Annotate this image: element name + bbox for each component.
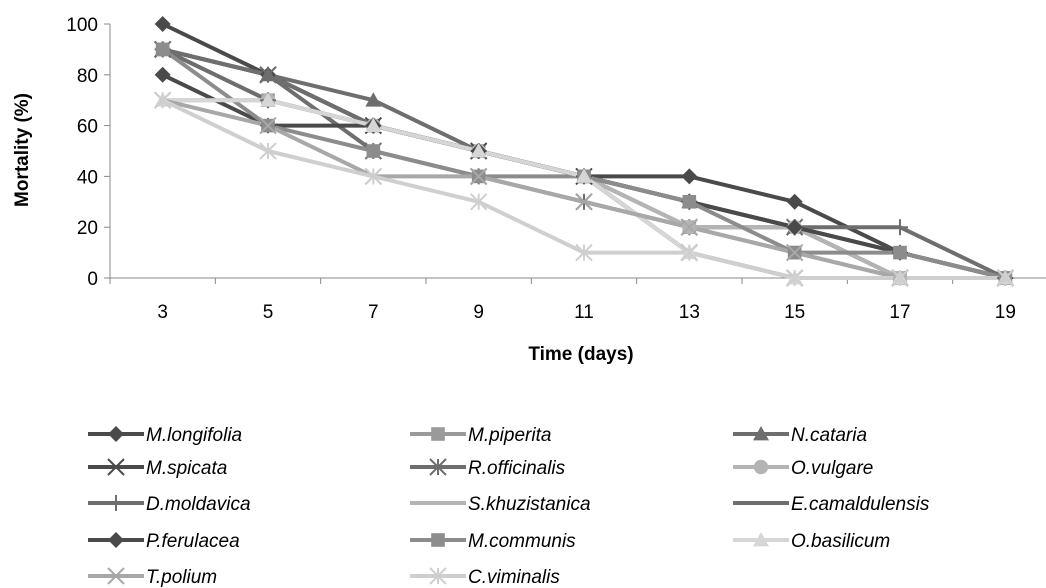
data-point xyxy=(893,245,907,260)
series-line xyxy=(161,22,1006,280)
y-tick-label: 60 xyxy=(77,117,98,138)
legend-marker xyxy=(753,459,769,475)
legend-marker xyxy=(431,533,445,547)
legend-item: T.polium xyxy=(88,567,217,588)
series-lines xyxy=(161,22,1007,280)
data-point xyxy=(892,219,908,236)
x-tick-label: 3 xyxy=(157,302,168,323)
data-point xyxy=(259,66,277,84)
data-point xyxy=(260,92,276,107)
data-point xyxy=(891,269,909,287)
legend-item: R.officinalis xyxy=(410,458,566,479)
legend-label: R.officinalis xyxy=(468,458,566,479)
y-tick-label: 0 xyxy=(87,269,98,290)
legend-marker xyxy=(108,532,124,548)
x-tick-label: 7 xyxy=(368,302,379,323)
legend-label: E.camaldulensis xyxy=(791,494,930,515)
legend-label: O.basilicum xyxy=(791,531,890,552)
y-tick-label: 80 xyxy=(77,66,98,87)
x-tick-label: 13 xyxy=(679,302,700,323)
legend-item: O.basilicum xyxy=(733,531,890,552)
data-point xyxy=(680,218,699,236)
y-tick-label: 20 xyxy=(77,218,98,239)
data-point xyxy=(996,269,1015,287)
legend-marker xyxy=(753,426,769,441)
legend-item: E.camaldulensis xyxy=(733,494,930,515)
data-point xyxy=(364,167,383,186)
legend-item: S.khuzistanica xyxy=(410,494,591,515)
data-point xyxy=(682,195,697,209)
legend-label: S.khuzistanica xyxy=(468,494,591,515)
legend-marker xyxy=(429,567,447,585)
legend-item: D.moldavica xyxy=(88,494,251,515)
x-tick-label: 19 xyxy=(995,302,1016,323)
data-point xyxy=(469,167,488,186)
legend-marker xyxy=(108,495,124,511)
legend-label: M.spicata xyxy=(146,458,227,479)
legend-marker xyxy=(108,426,124,442)
axes: 0 20 40 60 80 100 3 5 7 9 11 13 15 17 19 xyxy=(66,15,1046,323)
legend-item: M.piperita xyxy=(410,425,551,446)
x-tick-label: 17 xyxy=(889,302,910,323)
data-point xyxy=(365,92,382,107)
legend-label: O.vulgare xyxy=(791,458,873,479)
legend-marker xyxy=(753,532,769,547)
data-point xyxy=(259,142,277,160)
legend-item: P.ferulacea xyxy=(88,531,240,552)
legend-label: M.longifolia xyxy=(146,425,242,446)
data-point xyxy=(154,66,171,83)
legend: M.longifolia M.piperita N.cataria M.spicata… xyxy=(88,425,930,588)
legend-item: M.spicata xyxy=(88,458,227,479)
legend-item: M.communis xyxy=(410,531,576,552)
legend-item: C.viminalis xyxy=(410,567,560,588)
legend-item: N.cataria xyxy=(733,425,867,446)
data-point xyxy=(470,143,487,158)
data-point xyxy=(785,269,804,287)
data-point xyxy=(575,193,593,211)
legend-marker xyxy=(431,427,445,441)
legend-marker xyxy=(429,458,447,476)
x-axis-title: Time (days) xyxy=(528,344,633,365)
data-point xyxy=(575,243,593,262)
legend-label: M.piperita xyxy=(468,425,551,446)
data-point xyxy=(155,42,170,57)
y-axis-title: Mortality (%) xyxy=(12,93,33,207)
data-point xyxy=(153,91,172,109)
x-tick-label: 15 xyxy=(784,302,805,323)
data-point xyxy=(786,219,803,236)
x-tick-label: 5 xyxy=(263,302,274,323)
legend-marker xyxy=(107,567,125,585)
series-markers xyxy=(153,16,1015,287)
y-tick-label: 40 xyxy=(77,167,98,188)
legend-label: D.moldavica xyxy=(146,494,251,515)
data-point xyxy=(469,193,488,211)
legend-item: M.longifolia xyxy=(88,425,242,446)
data-point xyxy=(576,168,592,183)
x-tick-label: 11 xyxy=(574,302,594,323)
data-point xyxy=(154,16,171,32)
data-point xyxy=(365,117,382,132)
data-point xyxy=(786,193,803,210)
data-point xyxy=(259,116,277,135)
legend-label: C.viminalis xyxy=(468,567,560,588)
legend-label: M.communis xyxy=(468,531,576,552)
legend-marker xyxy=(107,458,125,476)
data-point xyxy=(680,243,699,262)
legend-item: O.vulgare xyxy=(733,458,873,479)
legend-label: T.polium xyxy=(146,567,217,588)
y-tick-label: 100 xyxy=(66,15,98,36)
legend-label: P.ferulacea xyxy=(146,531,240,552)
data-point xyxy=(366,144,381,158)
x-tick-label: 9 xyxy=(473,302,484,323)
data-point xyxy=(681,168,698,185)
data-point xyxy=(785,243,804,262)
legend-label: N.cataria xyxy=(791,425,867,446)
